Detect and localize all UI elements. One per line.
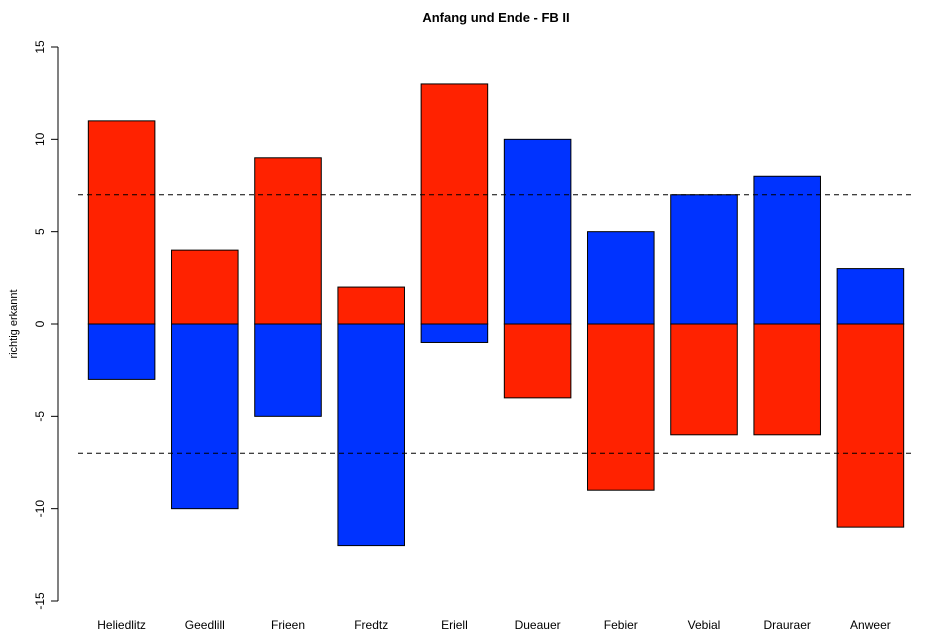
- bar-negative: [670, 323, 738, 436]
- x-tick-label: Anweer: [850, 618, 891, 632]
- bar-negative: [87, 323, 156, 380]
- x-tick-label: Eriell: [441, 618, 468, 632]
- bar-negative: [587, 323, 655, 491]
- bar-negative: [420, 323, 489, 343]
- y-tick-label: 10: [33, 132, 47, 146]
- bar-positive: [587, 231, 655, 325]
- bar-negative: [171, 323, 239, 510]
- y-tick-label: 5: [33, 228, 47, 235]
- bar-positive: [254, 157, 322, 325]
- x-axis-labels: Heliedlitz Geedlill Frieen Fredtz Eriell Duea…: [97, 618, 890, 632]
- bar-negative: [254, 323, 322, 417]
- x-tick-label: Febier: [604, 618, 638, 632]
- x-tick-label: Geedlill: [185, 618, 225, 632]
- bar-positive: [337, 286, 405, 325]
- y-tick-label: -5: [33, 411, 47, 422]
- bar-negative: [836, 323, 905, 528]
- y-tick-label: -10: [33, 500, 47, 518]
- bar-negative: [753, 323, 821, 436]
- x-tick-label: Dueauer: [515, 618, 561, 632]
- bar-negative: [337, 323, 405, 547]
- x-tick-label: Frieen: [271, 618, 305, 632]
- x-tick-label: Drauraer: [764, 618, 811, 632]
- bar-positive: [753, 175, 821, 325]
- bar-positive: [420, 83, 489, 325]
- y-axis-label: richtig erkannt: [8, 289, 20, 358]
- x-tick-label: Vebial: [688, 618, 721, 632]
- bars-group: [87, 83, 905, 547]
- y-tick-label: -15: [33, 592, 47, 610]
- bar-positive: [670, 194, 738, 325]
- bar-positive: [87, 120, 156, 325]
- x-tick-label: Heliedlitz: [97, 618, 146, 632]
- y-axis: -15 -10 -5 0 5 10 15: [33, 40, 59, 610]
- x-tick-label: Fredtz: [354, 618, 388, 632]
- bar-positive: [171, 249, 239, 325]
- y-tick-label: 0: [33, 320, 47, 327]
- y-tick-label: 15: [33, 40, 47, 54]
- bar-positive: [836, 268, 905, 325]
- chart-title: Anfang und Ende - FB II: [422, 10, 569, 25]
- reference-lines: [78, 194, 914, 454]
- bar-negative: [503, 323, 572, 399]
- bar-positive: [503, 138, 572, 325]
